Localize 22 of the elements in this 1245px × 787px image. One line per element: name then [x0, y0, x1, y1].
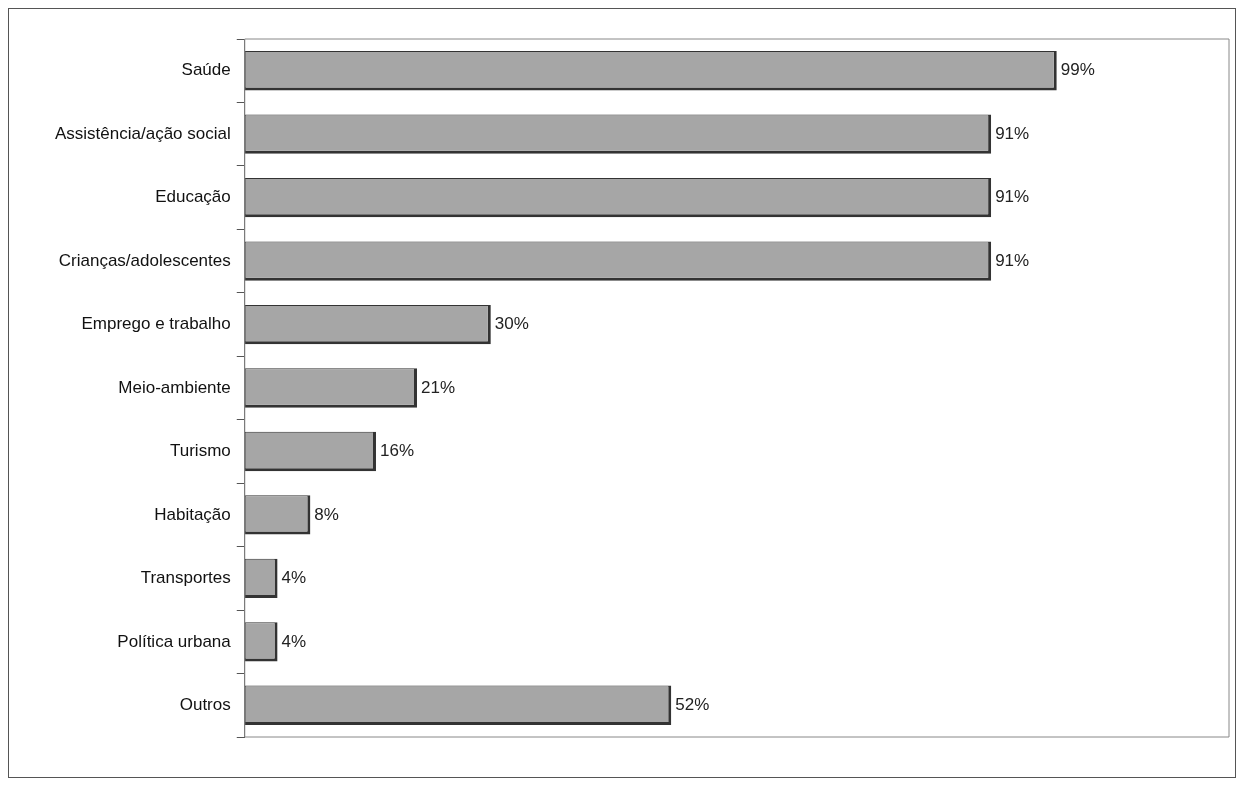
data-label: 4%	[281, 631, 307, 651]
y-tick-label: Política urbana	[117, 631, 232, 651]
data-label: 99%	[1060, 60, 1095, 80]
data-label: 91%	[995, 123, 1030, 143]
y-tick-label: Meio-ambiente	[118, 377, 231, 397]
data-label: 8%	[314, 504, 339, 524]
data-label: 52%	[675, 694, 710, 714]
y-tick-label: Transportes	[140, 568, 231, 588]
y-tick-label: Emprego e trabalho	[81, 314, 231, 334]
data-label: 30%	[494, 314, 529, 334]
y-tick-label: Habitação	[154, 504, 231, 524]
y-tick-label: Educação	[155, 187, 231, 207]
y-tick-label: Crianças/adolescentes	[58, 250, 231, 270]
y-tick-label: Turismo	[169, 441, 231, 461]
y-tick-label: Assistência/ação social	[54, 123, 231, 143]
data-label: 4%	[281, 568, 307, 588]
y-tick-label: Saúde	[181, 60, 231, 80]
data-label: 91%	[995, 250, 1030, 270]
data-label: 91%	[995, 187, 1030, 207]
data-label: 16%	[379, 441, 415, 461]
data-label: 21%	[421, 377, 456, 397]
y-tick-label: Outros	[179, 694, 231, 714]
